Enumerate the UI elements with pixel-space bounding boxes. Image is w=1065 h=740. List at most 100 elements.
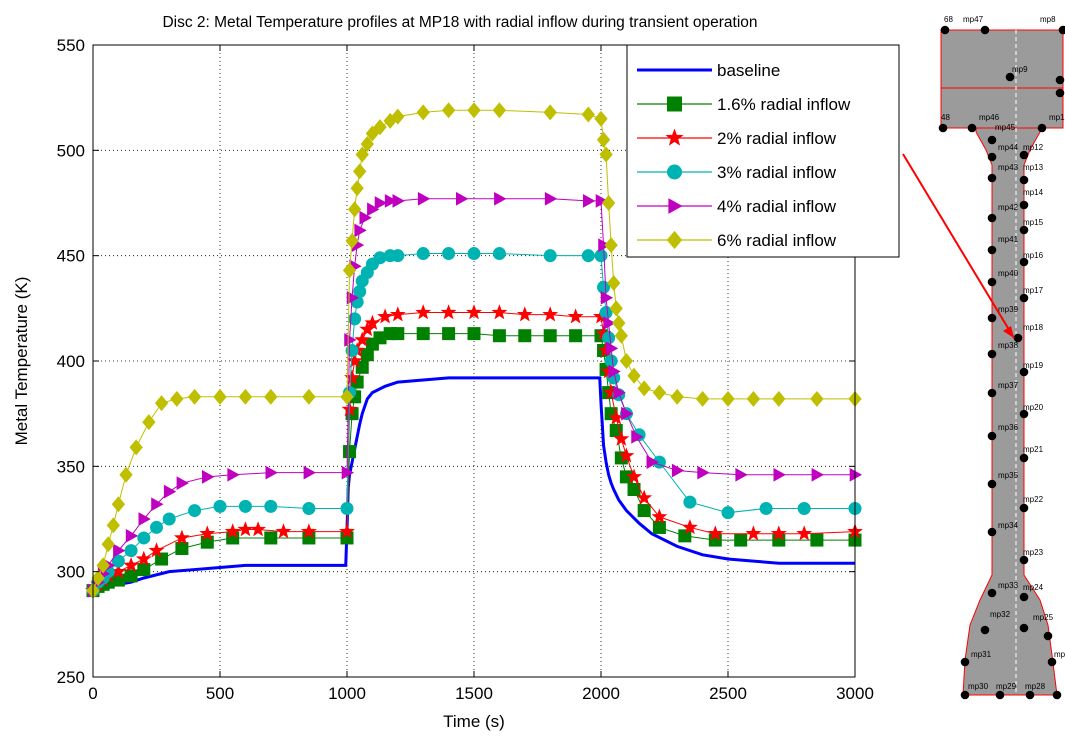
data-point-diamond [652,384,667,401]
data-point-triangle-right [202,470,215,484]
measurement-point-label: mp19 [1023,361,1044,370]
data-point-triangle-right [367,202,380,217]
data-point-star [359,321,376,337]
x-tick-label: 3000 [836,684,874,703]
measurement-point-marker [1052,690,1062,700]
data-point-star [354,331,371,347]
measurement-point-marker [1019,409,1029,419]
data-point-diamond [721,390,735,407]
series-1 [92,376,855,592]
data-point-diamond [129,439,143,456]
series-6 [86,102,862,599]
data-point-diamond [666,230,683,250]
measurement-point-marker [980,625,990,635]
data-point-square [175,541,189,555]
data-point-star [745,525,762,541]
measurement-point-label: mp16 [1023,251,1044,260]
data-point-circle [213,499,227,513]
data-point-square [734,533,748,547]
measurement-point-label: mp37 [998,381,1019,390]
measurement-point-marker [1019,225,1029,235]
data-point-diamond [360,136,374,152]
data-point-diamond [627,367,641,384]
data-point-circle [797,501,811,515]
data-point-triangle-right [346,290,360,305]
data-point-triangle-right [113,543,126,558]
data-point-triangle-right [605,341,619,356]
data-point-diamond [695,390,710,407]
measurement-point-marker [1047,657,1057,667]
measurement-point-marker [1055,88,1065,98]
data-point-star [415,304,432,320]
measurement-point-label: mp32 [990,610,1011,619]
data-point-square [467,327,481,341]
data-point-diamond [119,466,133,483]
x-tick-label: 1000 [328,684,366,703]
measurement-point-marker [1043,631,1053,641]
data-point-star [199,525,216,541]
data-point-diamond [810,390,824,407]
data-point-triangle-right [384,194,398,208]
data-point-star [636,489,653,505]
data-point-triangle-right [265,465,278,480]
y-tick-label: 300 [57,563,85,582]
measurement-point-marker [987,173,997,183]
series-3 [85,304,863,598]
measurement-point-marker [967,123,977,133]
measurement-point-marker [987,213,997,223]
data-point-star [665,128,684,146]
data-point-triangle-right [303,465,316,480]
data-point-star [389,306,406,322]
data-point-diamond [609,300,623,317]
y-tick-label: 400 [57,352,85,371]
data-point-star [250,521,267,537]
data-point-triangle-right [583,194,596,208]
measurement-point-label: mp42 [998,203,1019,212]
y-axis-label: Metal Temperature (K) [12,277,31,446]
measurement-point-marker [1019,555,1029,565]
data-point-circle [111,554,125,568]
data-point-triangle-right [125,529,139,543]
data-point-triangle-right [735,467,748,482]
data-point-diamond [614,327,628,344]
measurement-point-marker [1019,592,1029,602]
measurement-point-label: 48 [941,113,950,122]
measurement-point-marker [1013,333,1023,343]
data-point-circle [416,247,430,261]
data-point-square [442,327,456,341]
measurement-point-label: mp9 [1012,65,1028,74]
data-point-star [618,447,635,463]
legend-label: 6% radial inflow [717,231,837,250]
data-point-star [681,519,698,535]
measurement-point-label: mp20 [1023,403,1044,412]
measurement-point-label: mp12 [1023,143,1044,152]
data-point-diamond [264,388,278,405]
data-point-diamond [347,201,362,218]
data-point-square [678,529,692,543]
y-tick-label: 550 [57,36,85,55]
data-point-square [111,573,125,587]
measurement-point-marker [1019,367,1029,377]
x-tick-label: 2500 [709,684,747,703]
data-point-star [237,521,254,537]
measurement-point-marker [987,152,997,162]
measurement-point-marker [1019,453,1029,463]
data-point-star [364,314,381,330]
data-point-triangle-right [603,316,616,330]
data-point-circle [667,164,682,180]
data-point-triangle-right [341,465,355,480]
measurement-point-label: mp3 [1054,650,1065,659]
data-point-triangle-right [227,467,240,482]
measurement-point-label: mp21 [1023,445,1044,454]
series-layer [85,102,863,599]
data-point-circle [391,249,405,263]
measurement-point-marker [940,25,950,35]
data-point-triangle-right [494,191,507,206]
data-point-triangle-right [374,196,388,210]
measurement-point-marker [987,588,997,598]
data-point-square [124,569,138,583]
data-point-triangle-right [697,465,710,480]
data-point-star [567,308,584,324]
data-point-triangle-right [354,223,367,238]
measurement-point-label: mp23 [1023,548,1044,557]
